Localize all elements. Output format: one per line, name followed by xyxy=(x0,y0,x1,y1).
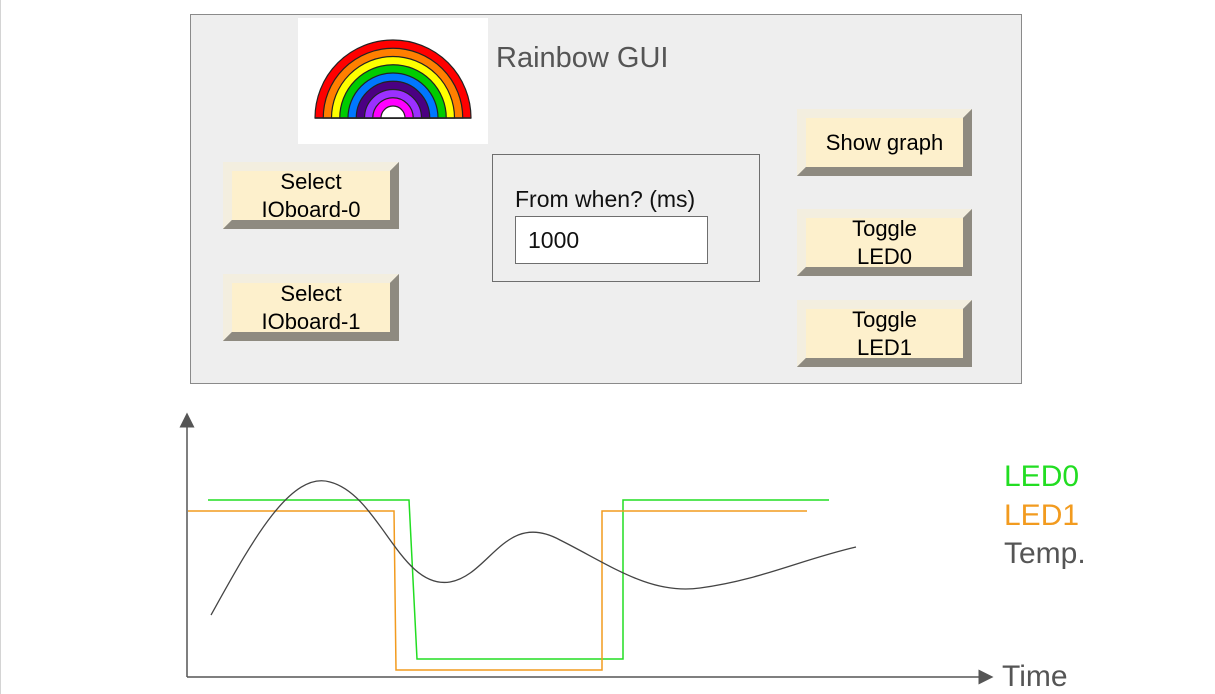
app-title: Rainbow GUI xyxy=(496,42,669,74)
toggle-led0-label: Toggle LED0 xyxy=(852,215,917,269)
show-graph-button[interactable]: Show graph xyxy=(797,109,972,176)
legend-temp: Temp. xyxy=(1004,537,1086,570)
toggle-led1-button[interactable]: Toggle LED1 xyxy=(797,300,972,367)
toggle-led0-button[interactable]: Toggle LED0 xyxy=(797,209,972,276)
page-left-border xyxy=(0,0,1,694)
select-ioboard-1-label: Select IOboard-1 xyxy=(261,280,361,334)
legend-led0: LED0 xyxy=(1004,460,1080,493)
legend-led1: LED1 xyxy=(1004,499,1080,532)
led1-signal-line xyxy=(188,510,807,671)
rainbow-icon xyxy=(314,39,472,119)
led0-signal-line xyxy=(208,499,829,660)
temp-signal-curve xyxy=(210,480,857,616)
rainbow-logo xyxy=(298,18,488,144)
select-ioboard-0-label: Select IOboard-0 xyxy=(261,168,361,222)
from-when-label: From when? (ms) xyxy=(515,186,696,212)
show-graph-label: Show graph xyxy=(825,129,944,155)
x-axis-label: Time xyxy=(1002,660,1068,693)
select-ioboard-1-button[interactable]: Select IOboard-1 xyxy=(223,274,399,341)
rainbow-center xyxy=(380,105,406,119)
graph-sketch xyxy=(179,412,994,685)
toggle-led1-label: Toggle LED1 xyxy=(852,306,917,360)
select-ioboard-0-button[interactable]: Select IOboard-0 xyxy=(223,162,399,229)
from-when-input[interactable] xyxy=(515,216,708,264)
